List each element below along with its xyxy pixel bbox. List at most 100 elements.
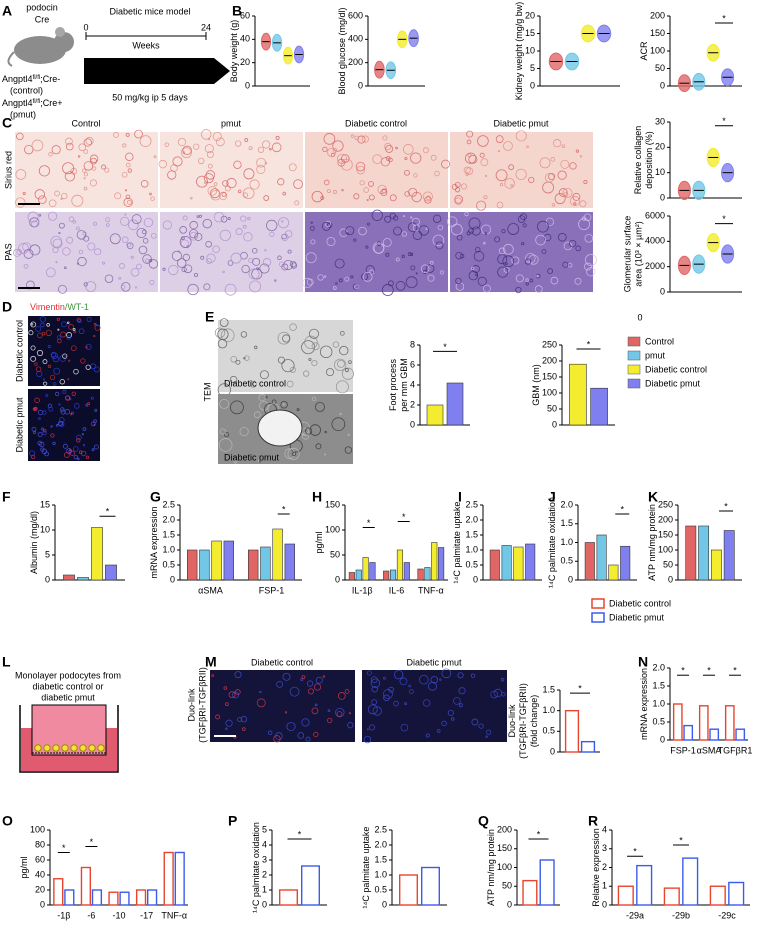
- texture-dot: [130, 255, 134, 259]
- texture-dot: [241, 727, 246, 731]
- texture-dot: [497, 266, 509, 278]
- texture-dot: [286, 722, 296, 732]
- y-tick-label: 3: [262, 854, 267, 864]
- texture-dot: [313, 683, 322, 691]
- texture-dot: [222, 180, 229, 187]
- texture-dot: [413, 173, 418, 178]
- texture-dot: [368, 724, 375, 731]
- texture-dot: [470, 673, 476, 678]
- mouse-body: [14, 36, 66, 64]
- texture-dot: [90, 421, 96, 427]
- image-label: Diabetic pmut: [224, 452, 280, 462]
- significance: *: [722, 13, 726, 23]
- texture-dot: [336, 711, 343, 717]
- texture-dot: [384, 142, 392, 151]
- column-title: Diabetic control: [345, 118, 407, 128]
- texture-dot: [176, 258, 187, 268]
- texture-dot: [52, 441, 56, 446]
- texture-dot: [344, 368, 349, 373]
- y-tick-label: 50: [663, 559, 673, 569]
- texture-dot: [395, 257, 400, 262]
- texture-dot: [282, 334, 291, 343]
- texture-dot: [483, 241, 486, 245]
- texture-dot: [252, 257, 261, 266]
- bar: [424, 567, 431, 581]
- texture-dot: [277, 217, 290, 229]
- bar: [682, 857, 699, 906]
- column-title: Control: [71, 118, 100, 128]
- texture-dot: [455, 187, 461, 193]
- texture-dot: [447, 709, 454, 716]
- bar: [620, 545, 631, 581]
- texture-dot: [219, 318, 229, 328]
- y-tick-label: 20: [655, 142, 665, 152]
- texture-dot: [104, 274, 114, 283]
- bar: [119, 891, 130, 906]
- texture-dot: [127, 168, 132, 173]
- capillary: [257, 409, 303, 447]
- significance: *: [106, 507, 110, 517]
- texture-dot: [348, 712, 351, 715]
- texture-dot: [301, 675, 306, 680]
- texture-dot: [55, 424, 59, 427]
- texture-dot: [179, 236, 192, 248]
- texture-dot: [282, 672, 291, 681]
- texture-dot: [584, 254, 597, 267]
- texture-dot: [162, 267, 166, 271]
- texture-dot: [249, 179, 260, 190]
- column-title: pmut: [221, 118, 242, 128]
- micrograph: [160, 212, 303, 292]
- texture-dot: [562, 261, 569, 268]
- texture-dot: [505, 262, 508, 266]
- texture-dot: [486, 729, 492, 735]
- bar: [279, 889, 299, 906]
- texture-dot: [525, 282, 529, 286]
- texture-dot: [372, 154, 383, 165]
- texture-dot: [76, 226, 80, 231]
- texture-dot: [465, 172, 469, 176]
- panel-label: A: [2, 3, 12, 19]
- texture-dot: [483, 195, 488, 200]
- panel-label: N: [638, 654, 648, 670]
- y-tick-label: 100: [658, 544, 673, 554]
- texture-dot: [332, 286, 337, 290]
- texture-dot: [94, 408, 98, 412]
- y-tick-label: 0: [262, 899, 267, 909]
- texture-dot: [37, 432, 43, 438]
- texture-dot: [401, 231, 408, 237]
- texture-dot: [404, 169, 410, 176]
- texture-dot: [569, 196, 580, 207]
- texture-dot: [574, 277, 582, 285]
- panel-label: J: [548, 489, 556, 505]
- texture-dot: [50, 425, 53, 428]
- texture-dot: [68, 324, 74, 330]
- mouse-tail: [7, 51, 15, 67]
- texture-dot: [284, 711, 288, 714]
- texture-dot: [87, 242, 96, 251]
- y-tick-label: 30: [655, 116, 665, 126]
- texture-dot: [230, 400, 244, 415]
- texture-dot: [305, 427, 313, 435]
- texture-dot: [277, 178, 285, 186]
- texture-dot: [331, 417, 346, 432]
- texture-dot: [528, 254, 539, 265]
- genotype: Angptl4fl/fl;Cre-: [2, 74, 60, 84]
- bar: [672, 703, 683, 741]
- texture-dot: [432, 214, 442, 223]
- mouse-head: [54, 32, 74, 52]
- texture-dot: [182, 145, 192, 155]
- texture-dot: [91, 448, 95, 452]
- texture-dot: [83, 161, 94, 171]
- texture-dot: [450, 223, 463, 236]
- texture-dot: [243, 232, 253, 242]
- genotype: (pmut): [10, 109, 36, 119]
- texture-dot: [150, 232, 157, 239]
- y-axis-title: pg/ml: [314, 531, 324, 553]
- texture-dot: [586, 267, 596, 277]
- texture-dot: [50, 351, 57, 358]
- texture-dot: [524, 258, 532, 265]
- texture-dot: [205, 170, 216, 180]
- texture-dot: [114, 192, 122, 200]
- texture-dot: [240, 331, 248, 338]
- texture-dot: [83, 282, 88, 287]
